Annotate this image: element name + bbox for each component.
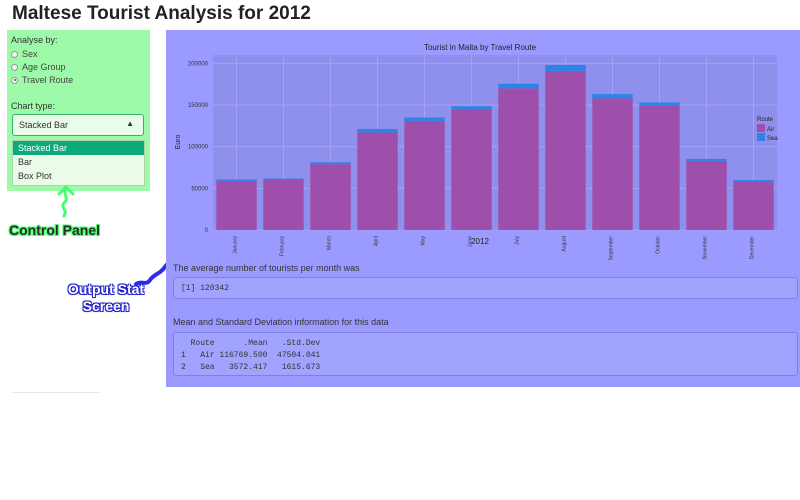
- chart-type-select[interactable]: Stacked Bar ▲: [12, 114, 144, 136]
- radio-label: Travel Route: [22, 75, 74, 85]
- control-panel: Analyse by: Sex Age Group Travel Route C…: [7, 30, 150, 191]
- output-panel: January February March April May June July Augu…: [166, 30, 800, 387]
- bar-sea: [686, 158, 727, 161]
- x-axis-label: 2012: [471, 237, 489, 246]
- output-annotation-line1: Output Stat: [67, 281, 145, 297]
- radio-travel-route[interactable]: Travel Route: [11, 75, 73, 85]
- dropdown-option-box-plot[interactable]: Box Plot: [18, 171, 52, 181]
- stats-output: Route .Mean .Std.Dev 1 Air 116769.500 47…: [173, 332, 798, 376]
- bar-air: [686, 160, 727, 230]
- x-tick-label: March: [327, 236, 333, 250]
- x-tick-label: May: [421, 236, 427, 246]
- bar-sea: [639, 102, 680, 106]
- control-panel-annotation: Control Panel: [9, 222, 101, 238]
- caret-up-icon[interactable]: ▲: [126, 119, 134, 128]
- stats-line: 1 Air 116769.500 47504.041: [181, 351, 321, 360]
- legend-swatch-air: [757, 124, 765, 132]
- bar-sea: [310, 162, 351, 165]
- radio-sex[interactable]: Sex: [11, 49, 38, 59]
- x-tick-label: October: [656, 236, 662, 254]
- bar-sea: [592, 94, 633, 99]
- bar-sea: [451, 106, 492, 110]
- bar-air: [545, 70, 586, 230]
- stacked-bar-chart: January February March April May June July Augu…: [175, 43, 778, 260]
- bar-air: [310, 164, 351, 230]
- y-tick-label: 0: [205, 228, 209, 234]
- x-tick-label: September: [609, 236, 615, 260]
- y-tick-label: 100000: [188, 145, 209, 151]
- dropdown-option-bar[interactable]: Bar: [18, 157, 33, 167]
- avg-value: [1] 120342: [181, 284, 230, 293]
- radio-circle[interactable]: [11, 76, 18, 84]
- legend-label-air: Air: [767, 127, 774, 133]
- avg-output: [1] 120342: [173, 277, 798, 299]
- analyse-by-label: Analyse by:: [11, 35, 58, 45]
- green-arrow-icon: [57, 185, 75, 218]
- dropdown-option-stacked-bar[interactable]: Stacked Bar: [13, 141, 144, 155]
- bar-air: [592, 98, 633, 230]
- legend-label-sea: Sea: [767, 136, 778, 142]
- x-tick-label: February: [280, 236, 286, 257]
- bar-sea: [263, 178, 304, 180]
- bar-sea: [357, 128, 398, 133]
- bar-sea: [545, 65, 586, 71]
- bar-sea: [216, 179, 257, 181]
- bar-sea: [498, 83, 539, 89]
- radio-circle[interactable]: [11, 63, 18, 71]
- y-tick-label: 200000: [188, 61, 209, 67]
- bar-air: [498, 88, 539, 230]
- output-stat-annotation: Output Stat Screen: [56, 281, 156, 315]
- avg-label: The average number of tourists per month…: [173, 263, 360, 273]
- x-tick-label: January: [233, 236, 239, 254]
- select-value: Stacked Bar: [19, 120, 69, 130]
- bar-air: [263, 180, 304, 230]
- y-tick-label: 50000: [191, 186, 208, 192]
- x-tick-label: June: [468, 236, 474, 247]
- chart-type-label: Chart type:: [11, 101, 56, 111]
- legend-swatch-sea: [757, 133, 765, 141]
- plot-area: [213, 55, 777, 230]
- x-tick-label: April: [374, 236, 380, 246]
- bar-air: [639, 105, 680, 230]
- x-tick-label: August: [562, 235, 568, 251]
- divider: [12, 392, 100, 393]
- bar-sea: [733, 180, 774, 182]
- stats-line: Route .Mean .Std.Dev: [181, 339, 321, 348]
- bar-air: [451, 110, 492, 230]
- radio-circle[interactable]: [11, 50, 18, 58]
- bar-air: [357, 132, 398, 230]
- y-tick-label: 150000: [188, 103, 209, 109]
- bar-air: [733, 181, 774, 230]
- y-axis-label: Euro: [175, 135, 182, 150]
- radio-label: Age Group: [22, 62, 66, 72]
- bar-air: [216, 180, 257, 230]
- radio-age-group[interactable]: Age Group: [11, 62, 66, 72]
- chart-title: Tourist in Malta by Travel Route: [424, 43, 537, 52]
- output-annotation-line2: Screen: [82, 298, 130, 314]
- bar-sea: [404, 117, 445, 121]
- chart-type-dropdown: Stacked Bar Bar Box Plot: [12, 140, 145, 186]
- stats-line: 2 Sea 3572.417 1615.673: [181, 363, 321, 372]
- x-tick-label: July: [515, 236, 521, 245]
- legend: Route Air Sea: [757, 117, 778, 142]
- stats-label: Mean and Standard Deviation information …: [173, 317, 389, 327]
- x-tick-label: December: [750, 236, 756, 259]
- bar-air: [404, 120, 445, 230]
- radio-label: Sex: [22, 49, 38, 59]
- legend-title: Route: [757, 117, 774, 123]
- page-title: Maltese Tourist Analysis for 2012: [12, 3, 311, 24]
- x-tick-label: November: [703, 236, 709, 259]
